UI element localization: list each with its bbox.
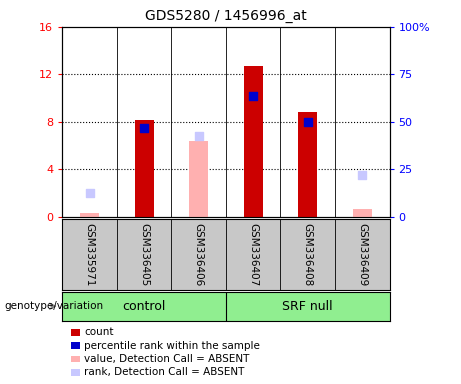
Point bbox=[304, 119, 311, 125]
Text: count: count bbox=[84, 327, 114, 337]
Bar bbox=[298, 113, 317, 217]
Text: value, Detection Call = ABSENT: value, Detection Call = ABSENT bbox=[84, 354, 250, 364]
Bar bbox=[135, 119, 154, 217]
Bar bbox=[243, 66, 263, 217]
Text: GSM336408: GSM336408 bbox=[303, 223, 313, 286]
Bar bbox=[189, 141, 208, 217]
Text: GSM336405: GSM336405 bbox=[139, 223, 149, 286]
Bar bbox=[80, 214, 99, 217]
Text: GSM335971: GSM335971 bbox=[84, 223, 95, 286]
Point bbox=[359, 172, 366, 179]
Text: control: control bbox=[122, 300, 166, 313]
Text: genotype/variation: genotype/variation bbox=[5, 301, 104, 311]
Text: SRF null: SRF null bbox=[283, 300, 333, 313]
Point bbox=[86, 190, 93, 196]
Point bbox=[249, 93, 257, 99]
Point bbox=[195, 133, 202, 139]
Point bbox=[140, 125, 148, 131]
Text: percentile rank within the sample: percentile rank within the sample bbox=[84, 341, 260, 351]
Bar bbox=[353, 209, 372, 217]
Text: GSM336409: GSM336409 bbox=[357, 223, 367, 286]
Title: GDS5280 / 1456996_at: GDS5280 / 1456996_at bbox=[145, 9, 307, 23]
Text: GSM336407: GSM336407 bbox=[248, 223, 258, 286]
Text: rank, Detection Call = ABSENT: rank, Detection Call = ABSENT bbox=[84, 367, 245, 377]
Text: GSM336406: GSM336406 bbox=[194, 223, 204, 286]
